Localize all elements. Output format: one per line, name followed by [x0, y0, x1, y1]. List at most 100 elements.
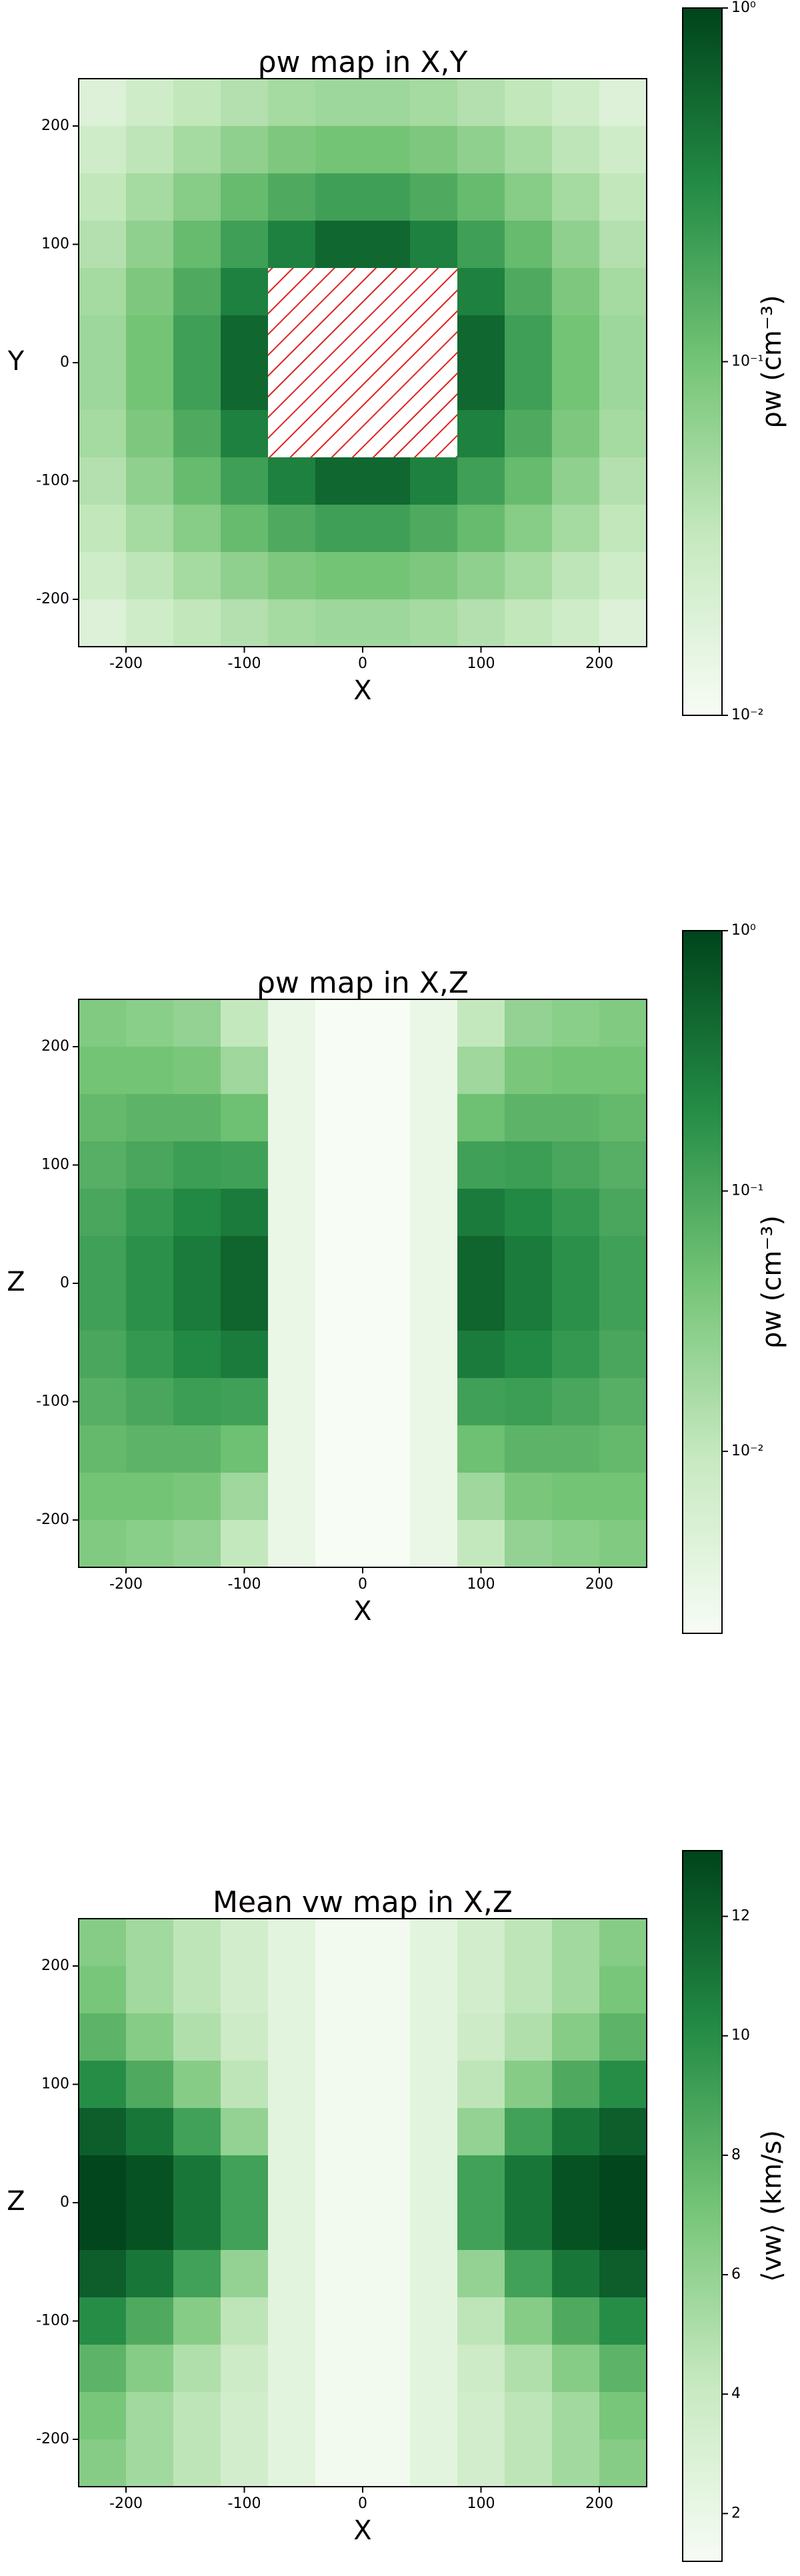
- heat-cell: [315, 363, 363, 411]
- heat-cell: [126, 1331, 174, 1379]
- heat-cell: [315, 1520, 363, 1568]
- heat-cell: [552, 410, 600, 458]
- heat-cell: [173, 505, 221, 553]
- x-axis-label: X: [353, 675, 371, 706]
- heat-cell: [173, 2439, 221, 2487]
- heat-cell: [173, 1331, 221, 1379]
- heat-cell: [268, 1378, 316, 1426]
- heat-cell: [173, 999, 221, 1047]
- heat-cell: [79, 2297, 127, 2345]
- heat-cell: [410, 2297, 458, 2345]
- heat-cell: [173, 1047, 221, 1095]
- heat-cell: [552, 1966, 600, 2014]
- heat-cell: [552, 1094, 600, 1142]
- heat-cell: [268, 1094, 316, 1142]
- x-tick-label: 200: [585, 1576, 613, 1593]
- heat-cell: [457, 1966, 505, 2014]
- heat-cell: [79, 126, 127, 174]
- heat-cell: [79, 2345, 127, 2393]
- heat-cell: [552, 1378, 600, 1426]
- heat-cell: [599, 363, 647, 411]
- heat-cell: [410, 2061, 458, 2109]
- colorbar-tick-label: 10⁰: [731, 0, 756, 16]
- heat-cell: [79, 315, 127, 363]
- y-axis-label: Z: [7, 1267, 25, 1297]
- heat-cell: [126, 221, 174, 269]
- heat-cell: [410, 1094, 458, 1142]
- heat-cell: [221, 552, 269, 600]
- y-tick-label: 200: [41, 1038, 69, 1055]
- heat-cell: [315, 1425, 363, 1473]
- heat-cell: [79, 2155, 127, 2203]
- heat-cell: [410, 363, 458, 411]
- heat-cell: [126, 552, 174, 600]
- heat-cell: [268, 410, 316, 458]
- y-tick-label: 100: [41, 1157, 69, 1173]
- y-axis-label: Z: [7, 2186, 25, 2217]
- heat-cell: [221, 1047, 269, 1095]
- heat-cell: [315, 2013, 363, 2061]
- heat-cell: [363, 1141, 411, 1189]
- heat-cell: [457, 505, 505, 553]
- heat-cell: [221, 2108, 269, 2156]
- heat-cell: [505, 2297, 553, 2345]
- heat-cell: [268, 363, 316, 411]
- heat-cell: [315, 1094, 363, 1142]
- heat-cell: [363, 79, 411, 127]
- heat-cell: [221, 1425, 269, 1473]
- heat-cell: [268, 1919, 316, 1967]
- heat-cell: [79, 1919, 127, 1967]
- heat-cell: [552, 1331, 600, 1379]
- heat-cell: [552, 2061, 600, 2109]
- heat-cell: [315, 1236, 363, 1284]
- heat-cell: [79, 552, 127, 600]
- heat-cell: [79, 2250, 127, 2298]
- heat-cell: [410, 2250, 458, 2298]
- y-tick-label: -200: [36, 1511, 69, 1528]
- heat-cell: [126, 1473, 174, 1521]
- heat-cell: [552, 79, 600, 127]
- heat-cell: [268, 79, 316, 127]
- heat-cell: [410, 1236, 458, 1284]
- heat-cell: [457, 2061, 505, 2109]
- y-tick-label: -100: [36, 2313, 69, 2329]
- heat-cell: [363, 2250, 411, 2298]
- heat-cell: [552, 2155, 600, 2203]
- heat-cell: [315, 1189, 363, 1237]
- heat-cell: [457, 1378, 505, 1426]
- heat-cell: [599, 1236, 647, 1284]
- heat-cell: [505, 315, 553, 363]
- heat-cell: [457, 1047, 505, 1095]
- heat-cell: [552, 1919, 600, 1967]
- colorbar-tick-label: 10⁻¹: [731, 353, 763, 370]
- heat-cell: [410, 1919, 458, 1967]
- heat-cell: [126, 1047, 174, 1095]
- heat-cell: [552, 1141, 600, 1189]
- heat-cell: [221, 1094, 269, 1142]
- heat-cell: [79, 1047, 127, 1095]
- heat-cell: [552, 1473, 600, 1521]
- heat-cell: [363, 315, 411, 363]
- heat-cell: [315, 505, 363, 553]
- heat-cell: [221, 410, 269, 458]
- heat-cell: [221, 2439, 269, 2487]
- heat-cell: [126, 599, 174, 647]
- y-tick-label: 0: [60, 354, 69, 371]
- heat-cell: [599, 1331, 647, 1379]
- heat-cell: [268, 1425, 316, 1473]
- heat-cell: [268, 2250, 316, 2298]
- heat-cell: [126, 2345, 174, 2393]
- heat-cell: [363, 1189, 411, 1237]
- colorbar-tick-label: 10⁰: [731, 922, 756, 939]
- heat-cell: [552, 1189, 600, 1237]
- heat-cell: [173, 363, 221, 411]
- heat-cell: [79, 1966, 127, 2014]
- heat-cell: [552, 2345, 600, 2393]
- heat-cell: [457, 599, 505, 647]
- heat-cell: [599, 2013, 647, 2061]
- y-tick-label: 200: [41, 1957, 69, 1974]
- heat-cell: [79, 2013, 127, 2061]
- heat-cell: [410, 999, 458, 1047]
- heat-cell: [599, 2297, 647, 2345]
- heat-cell: [505, 1094, 553, 1142]
